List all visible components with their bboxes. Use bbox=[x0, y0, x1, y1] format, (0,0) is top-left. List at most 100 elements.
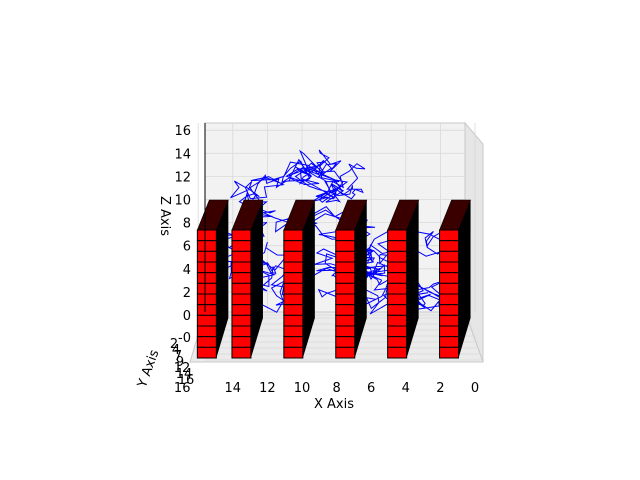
bar-cube bbox=[231, 261, 252, 274]
bar-cube bbox=[439, 325, 460, 338]
y-axis-label: Y Axis bbox=[135, 348, 163, 391]
bar-cube bbox=[387, 314, 408, 327]
bar-cube bbox=[283, 261, 304, 274]
x-tick-label: 8 bbox=[332, 381, 340, 396]
bar-cube bbox=[283, 282, 304, 295]
bar-cube bbox=[283, 240, 304, 252]
z-tick-label: 2 bbox=[183, 286, 191, 301]
bar-cube bbox=[387, 293, 408, 306]
bar-cube bbox=[335, 314, 356, 327]
bar-side bbox=[302, 200, 315, 358]
y-tick-label: 4 bbox=[172, 343, 180, 358]
bar-cube bbox=[335, 325, 356, 338]
x-tick-label: 10 bbox=[294, 381, 311, 396]
y-tick-label: 9 bbox=[176, 355, 184, 370]
z-tick-label: 16 bbox=[174, 124, 191, 139]
bar-cube bbox=[196, 282, 217, 295]
bar-cube bbox=[196, 336, 217, 348]
z-tick-label: -0 bbox=[178, 331, 191, 346]
bar-cube bbox=[196, 261, 217, 274]
bar-cube bbox=[231, 272, 252, 284]
bar-cube bbox=[335, 293, 356, 306]
bar-cube bbox=[231, 240, 252, 252]
z-tick-label: 0 bbox=[183, 309, 191, 324]
bar-cube bbox=[196, 229, 217, 242]
x-tick-label: 4 bbox=[402, 381, 410, 396]
bar-stack-5 bbox=[387, 199, 420, 359]
bar-cube bbox=[283, 293, 304, 306]
bar-cube bbox=[335, 272, 356, 284]
bar-cube bbox=[196, 293, 217, 306]
bar-cube bbox=[335, 282, 356, 295]
bar-cube bbox=[231, 229, 252, 242]
bar-cube bbox=[439, 229, 460, 242]
bar-cube bbox=[439, 314, 460, 327]
bar-cube bbox=[439, 250, 460, 263]
x-axis-label: X Axis bbox=[314, 397, 354, 412]
bar-cube bbox=[387, 240, 408, 252]
bar-stacks bbox=[196, 199, 471, 359]
bar-cube bbox=[231, 325, 252, 338]
z-tick-label: 14 bbox=[174, 147, 191, 162]
bar-cube bbox=[196, 240, 217, 252]
bar-side bbox=[458, 200, 471, 358]
bar-cube bbox=[283, 336, 304, 348]
bar-cube bbox=[231, 293, 252, 306]
bar-cube bbox=[439, 304, 460, 316]
bar-cube bbox=[335, 346, 356, 359]
bar-cube bbox=[283, 325, 304, 338]
bar-stack-3 bbox=[283, 199, 316, 359]
bar-cube bbox=[335, 240, 356, 252]
bar-cube bbox=[231, 314, 252, 327]
bar-cube bbox=[196, 272, 217, 284]
x-tick-label: 0 bbox=[471, 381, 479, 396]
bar-cube bbox=[387, 304, 408, 316]
bar-cube bbox=[283, 250, 304, 263]
bar-cube bbox=[387, 325, 408, 338]
bar-cube bbox=[283, 304, 304, 316]
bar-stack-4 bbox=[335, 199, 368, 359]
bar-side bbox=[250, 200, 263, 358]
bar-cube bbox=[387, 282, 408, 295]
y-tick-label: 16 bbox=[178, 373, 195, 388]
bar-cube bbox=[387, 250, 408, 263]
x-tick-label: 16 bbox=[174, 381, 191, 396]
bar-cube bbox=[231, 304, 252, 316]
bar-cube bbox=[231, 282, 252, 295]
x-tick-label: 6 bbox=[367, 381, 375, 396]
x-tick-label: 2 bbox=[436, 381, 444, 396]
bar-cube bbox=[387, 272, 408, 284]
bar-cube bbox=[283, 314, 304, 327]
y-tick-label: 2 bbox=[170, 337, 178, 352]
bar-cube bbox=[283, 272, 304, 284]
bar-cube bbox=[439, 293, 460, 306]
bar-cube bbox=[387, 336, 408, 348]
y-tick-label: 7 bbox=[174, 349, 182, 364]
bar-cube bbox=[439, 346, 460, 359]
bar-cube bbox=[439, 272, 460, 284]
bar-stack-1 bbox=[196, 199, 229, 359]
bar-cube bbox=[283, 229, 304, 242]
bar-cube bbox=[196, 250, 217, 263]
y-tick-label: 14 bbox=[176, 367, 193, 382]
bar-side bbox=[354, 200, 367, 358]
bar-cube bbox=[335, 250, 356, 263]
bar-cube bbox=[335, 304, 356, 316]
bar-cube bbox=[439, 336, 460, 348]
z-tick-label: 4 bbox=[183, 263, 191, 278]
z-tick-label: 10 bbox=[174, 194, 191, 209]
bar-cube bbox=[335, 229, 356, 242]
y-tick-label: 12 bbox=[174, 361, 191, 376]
z-tick-label: 6 bbox=[183, 240, 191, 255]
bar-cube bbox=[439, 240, 460, 252]
x-tick-label: 12 bbox=[259, 381, 276, 396]
bar-cube bbox=[335, 261, 356, 274]
bar-stack-2 bbox=[231, 199, 264, 359]
bar-cube bbox=[387, 346, 408, 359]
z-tick-label: 12 bbox=[174, 170, 191, 185]
bar-cube bbox=[196, 304, 217, 316]
bar-cube bbox=[387, 261, 408, 274]
bar-cube bbox=[439, 261, 460, 274]
